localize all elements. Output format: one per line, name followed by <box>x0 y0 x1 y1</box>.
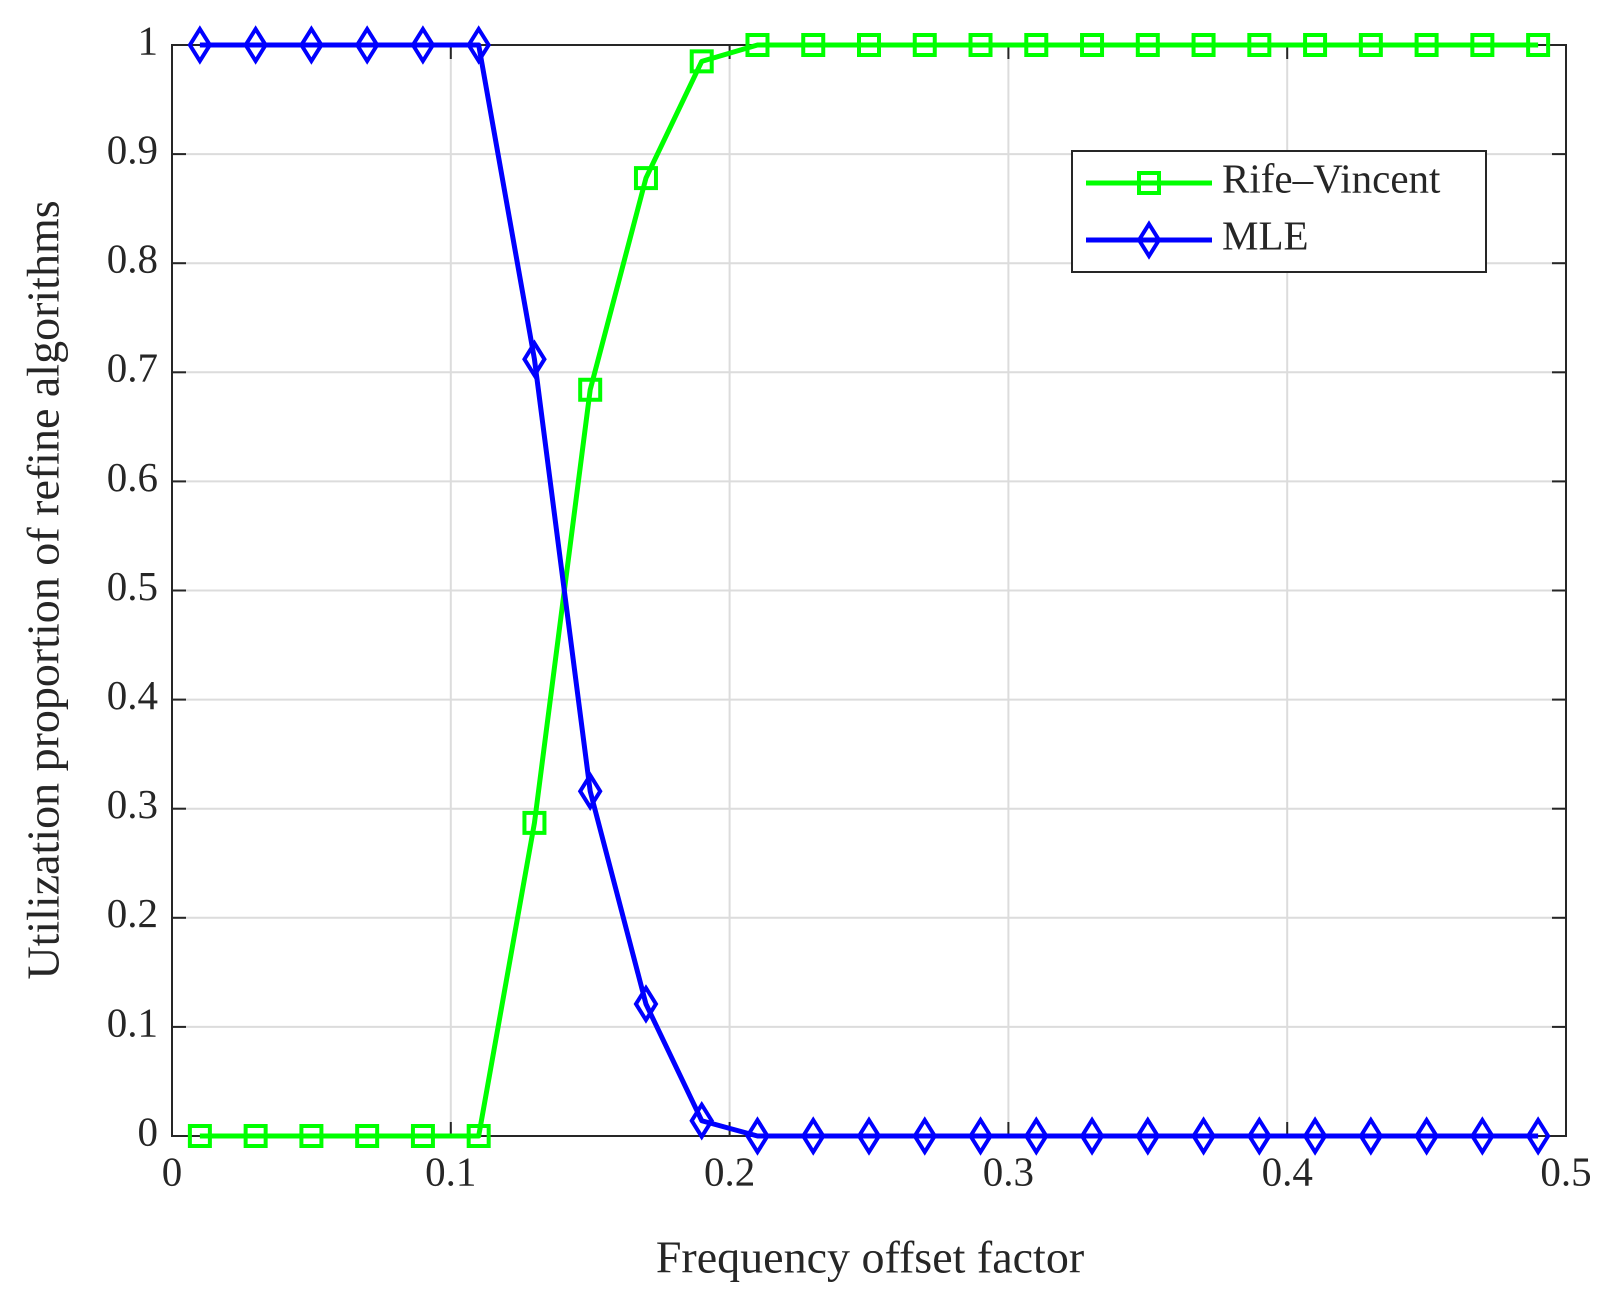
y-tick-label: 0.5 <box>107 563 158 609</box>
marker <box>187 25 213 65</box>
marker <box>1302 1116 1328 1156</box>
marker <box>577 771 603 812</box>
x-tick-label: 0 <box>162 1148 183 1194</box>
marker <box>1023 1116 1049 1156</box>
marker <box>354 25 380 65</box>
marker <box>1246 1116 1272 1156</box>
marker <box>1414 33 1439 57</box>
marker <box>1080 33 1105 57</box>
y-tick-label: 0.8 <box>107 236 158 282</box>
y-tick-label: 0.2 <box>107 890 158 936</box>
marker <box>1079 1116 1105 1156</box>
marker <box>1136 220 1162 260</box>
marker <box>912 33 937 57</box>
marker <box>1358 1116 1384 1156</box>
marker <box>578 377 603 402</box>
line <box>199 42 1539 1139</box>
marker <box>1470 1116 1495 1156</box>
marker <box>1414 1116 1439 1156</box>
y-tick-label: 0 <box>138 1108 159 1154</box>
marker <box>856 1116 882 1156</box>
marker <box>745 33 770 57</box>
marker <box>1024 33 1049 57</box>
marker <box>1247 33 1272 57</box>
x-tick-label: 0.5 <box>1540 1148 1591 1194</box>
y-tick-label: 0.7 <box>107 345 158 391</box>
marker <box>857 33 881 57</box>
marker <box>745 1116 770 1156</box>
x-tick-label: 0.3 <box>983 1148 1034 1194</box>
marker <box>522 339 547 379</box>
marker <box>410 1124 435 1148</box>
marker <box>1526 33 1551 57</box>
x-axis-label: Frequency offset factor <box>656 1232 1084 1283</box>
marker <box>1303 33 1328 57</box>
marker <box>912 1116 938 1156</box>
marker <box>187 1124 212 1148</box>
line <box>199 42 1539 1139</box>
marker <box>689 1100 715 1141</box>
marker <box>1470 33 1495 57</box>
x-tick-label: 0.4 <box>1262 1148 1313 1194</box>
marker <box>1135 1116 1161 1156</box>
marker <box>968 1116 993 1156</box>
legend-label: Rife–Vincent <box>1222 155 1441 201</box>
y-tick-label: 0.9 <box>107 127 158 173</box>
marker <box>522 810 547 835</box>
x-tick-label: 0.2 <box>704 1148 755 1194</box>
marker <box>1191 1116 1216 1156</box>
marker <box>1358 33 1383 57</box>
marker <box>800 1116 826 1156</box>
marker <box>1525 1116 1551 1156</box>
y-tick-label: 0.4 <box>107 672 158 718</box>
marker <box>243 25 268 65</box>
marker <box>410 25 436 65</box>
marker <box>355 1124 380 1148</box>
marker <box>801 33 826 57</box>
marker <box>466 1124 491 1148</box>
y-tick-label: 1 <box>138 17 159 63</box>
marker <box>466 25 492 65</box>
marker <box>1137 171 1161 195</box>
y-tick-label: 0.3 <box>107 781 158 827</box>
marker <box>299 25 324 65</box>
marker <box>243 1124 268 1148</box>
marker <box>633 166 658 191</box>
y-axis-label: Utilization proportion of refine algorit… <box>18 200 69 979</box>
marker <box>689 49 714 74</box>
marker <box>1191 33 1216 57</box>
marker <box>1135 33 1160 57</box>
y-tick-label: 0.1 <box>107 999 158 1045</box>
marker <box>299 1124 324 1148</box>
marker <box>968 33 993 57</box>
marker <box>633 984 659 1024</box>
legend-label: MLE <box>1222 212 1309 258</box>
x-tick-label: 0.1 <box>425 1148 476 1194</box>
y-tick-label: 0.6 <box>107 454 158 500</box>
